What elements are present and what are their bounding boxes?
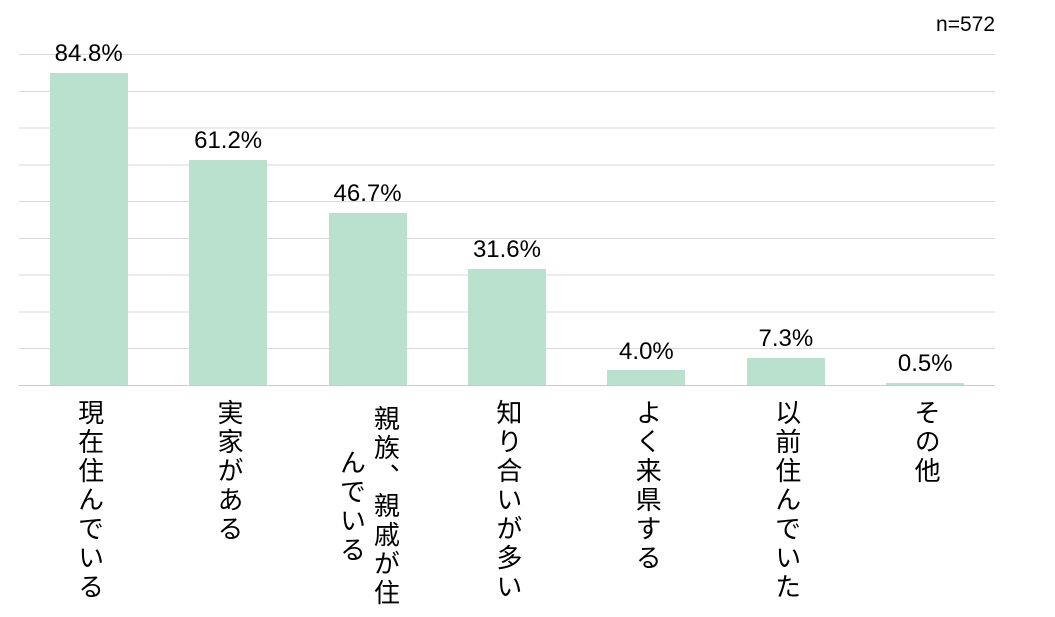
category-label: その他 <box>911 399 942 486</box>
bar <box>886 383 965 385</box>
bar-column: 31.6% <box>437 54 576 385</box>
bar-column: 84.8% <box>19 40 158 385</box>
bar-value-label: 4.0% <box>619 337 674 365</box>
bar-column: 46.7% <box>298 54 437 385</box>
category-cell: 現在住んでいる <box>19 386 158 616</box>
bar-column: 4.0% <box>577 54 716 385</box>
category-cell: 実家がある <box>158 386 297 616</box>
category-label: 現在住んでいる <box>74 399 105 602</box>
bar <box>607 370 686 385</box>
category-label: 親族、親戚が住んでいる <box>336 405 401 608</box>
category-label: 以前住んでいた <box>771 399 802 602</box>
bar-value-label: 7.3% <box>758 325 814 353</box>
category-cell: よく来県する <box>577 386 716 616</box>
sample-size-label: n=572 <box>936 13 995 36</box>
category-label: 実家がある <box>214 399 245 544</box>
category-label: 知り合いが多い <box>492 399 523 602</box>
plot-area: 84.8% 61.2% 46.7% 31.6% 4.0% 7.3% 0.5% <box>19 40 995 386</box>
bar-value-label: 46.7% <box>333 180 402 208</box>
bar-value-label: 84.8% <box>54 40 123 68</box>
bar <box>467 268 546 385</box>
bar <box>328 213 407 385</box>
category-cell: 以前住んでいた <box>716 386 855 616</box>
bar-column: 0.5% <box>856 54 995 385</box>
category-axis: 現在住んでいる 実家がある 親族、親戚が住んでいる 知り合いが多い よく来県する 以前住ん… <box>19 386 995 616</box>
bar <box>746 358 825 385</box>
bar-value-label: 61.2% <box>194 127 263 155</box>
bar-value-label: 0.5% <box>897 350 953 378</box>
bar <box>49 73 128 385</box>
bar-column: 7.3% <box>716 54 855 385</box>
category-label: よく来県する <box>632 399 663 573</box>
bar <box>189 159 268 385</box>
category-cell: 知り合いが多い <box>437 386 576 616</box>
bar-value-label: 31.6% <box>472 236 541 264</box>
category-cell: 親族、親戚が住んでいる <box>298 386 437 616</box>
category-cell: その他 <box>856 386 995 616</box>
bar-column: 61.2% <box>158 54 297 385</box>
